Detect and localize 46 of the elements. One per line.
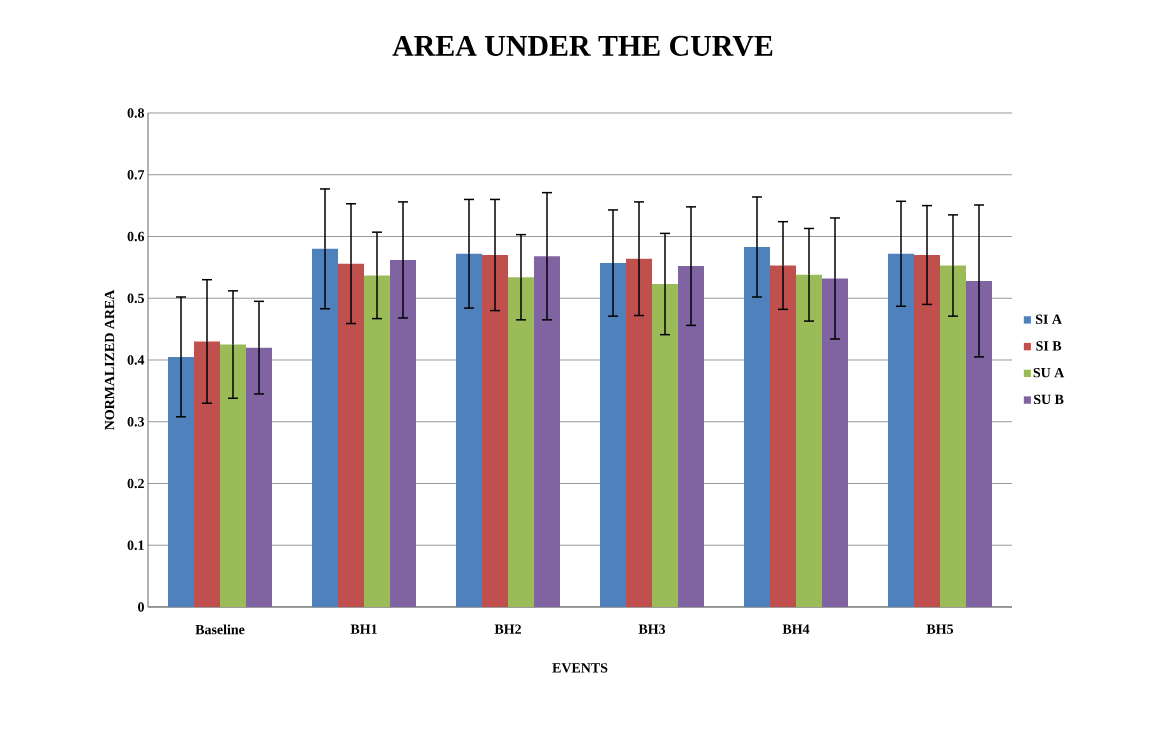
bar [246,347,273,607]
bar [508,277,535,607]
bar [312,248,339,607]
bar [822,278,849,607]
legend-label: SI A [1035,314,1062,324]
bar [888,253,915,607]
y-tick-label: 0.3 [127,416,145,427]
bar [914,255,941,607]
y-tick-label: 0 [138,602,144,612]
bar [652,284,679,607]
bar [534,256,561,607]
x-axis-title: EVENTS [552,663,608,673]
y-tick-label: 0.6 [127,231,145,242]
bar [390,259,417,607]
y-axis-title: NORMALIZED AREA [104,289,115,431]
bar [770,265,797,607]
y-tick-label: 0.7 [127,169,145,180]
bar [940,265,967,607]
bar [482,255,509,607]
y-tick-label: 0.5 [127,293,144,303]
y-tick-label: 0.8 [127,108,145,118]
x-tick-label: BH3 [638,624,666,634]
bar [168,356,195,607]
bar [626,258,653,607]
x-tick-label: BH1 [350,624,377,634]
bar [364,275,391,607]
legend-label: SU B [1034,394,1064,405]
legend-label: SI B [1036,341,1062,351]
legend-label: SU A [1033,367,1065,378]
bar [678,266,705,607]
y-tick-label: 0.4 [127,355,145,365]
x-tick-label: BH5 [926,624,954,634]
chart-title: AREA UNDER THE CURVE [392,35,773,57]
bar [600,263,627,607]
bar [796,274,823,607]
bar [220,344,247,607]
bar [338,263,365,607]
bar [194,341,221,607]
bar [744,246,771,607]
x-tick-label: BH4 [782,624,810,634]
y-tick-label: 0.1 [127,540,144,550]
bar [456,253,483,607]
bar [966,280,993,607]
x-tick-label: Baseline [195,624,245,635]
x-tick-label: BH2 [494,624,521,634]
y-tick-label: 0.2 [127,478,144,489]
